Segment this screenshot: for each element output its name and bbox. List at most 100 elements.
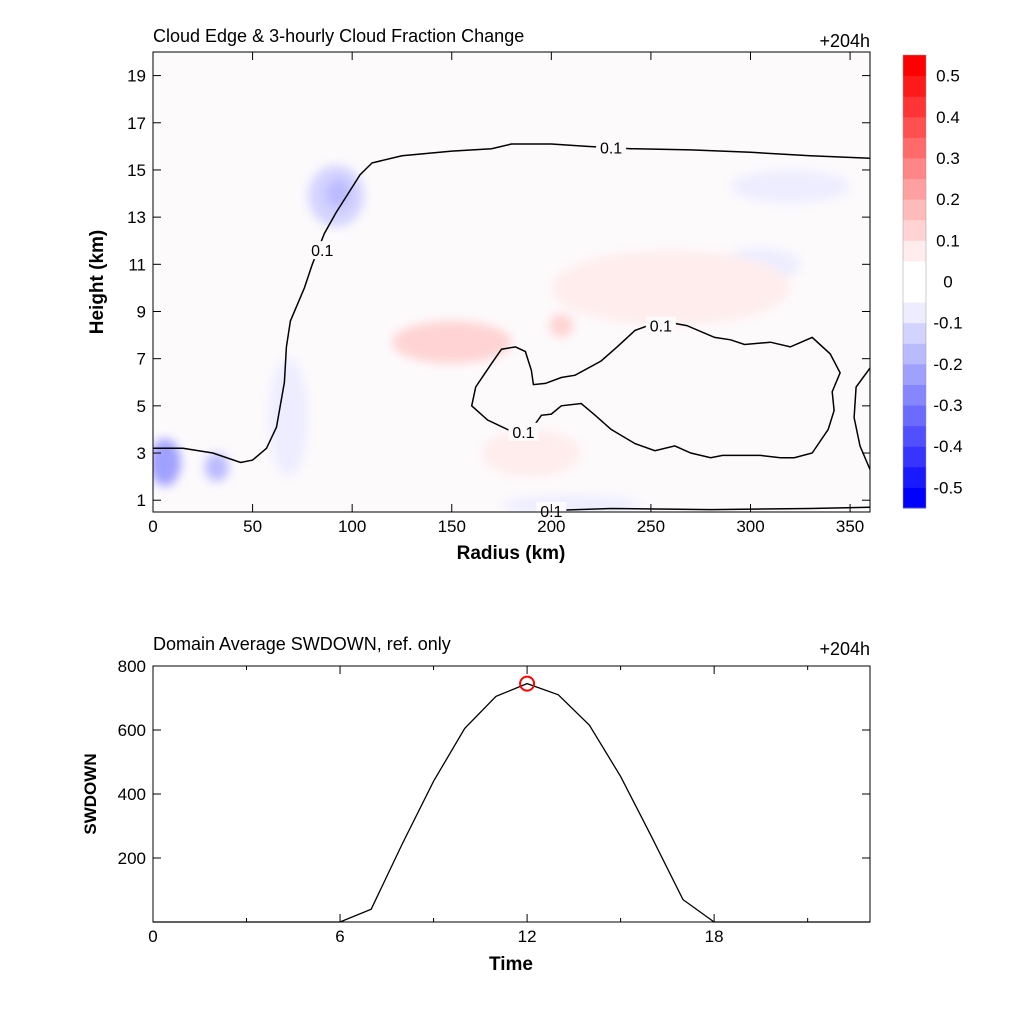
field-patch [730,169,851,203]
colorbar-label: -0.2 [933,355,962,374]
colorbar-label: 0.2 [936,190,960,209]
colorbar-swatch [903,96,926,118]
x-tick-label: 6 [335,927,344,946]
y-tick-label: 3 [137,444,146,463]
swdown-line [153,682,870,923]
cloud-fraction-field [153,165,851,512]
x-tick-label: 0 [148,927,157,946]
y-tick-label: 400 [118,785,146,804]
x-tick-label: 350 [836,517,864,536]
y-tick-label: 7 [137,350,146,369]
field-patch [481,429,582,477]
colorbar-swatch [903,466,926,488]
colorbar-label: -0.5 [933,478,962,497]
colorbar-label: 0.5 [936,67,960,86]
y-tick-label: 200 [118,849,146,868]
top-y-axis-label: Height (km) [87,230,108,335]
swdown-panel: Domain Average SWDOWN, ref. only +204h 0… [81,634,871,975]
y-tick-label: 13 [127,208,146,227]
contour-line [853,367,870,470]
x-tick-label: 150 [438,517,466,536]
y-tick-label: 19 [127,67,146,86]
contour-label-text: 0.1 [650,319,672,336]
field-patch [392,320,512,364]
colorbar-label: 0.4 [936,108,960,127]
colorbar-swatch [903,405,926,427]
contour-label: 0.1 [596,138,627,158]
contour-label-text: 0.1 [512,425,534,442]
field-patch [549,313,574,338]
x-tick-label: 200 [537,517,565,536]
contour-line [470,320,841,459]
contour-label-text: 0.1 [600,141,622,158]
contour-labels: 0.10.10.10.10.1 [307,138,676,521]
bottom-time-label: +204h [819,639,870,659]
x-tick-label: 12 [518,927,537,946]
y-tick-label: 5 [137,397,146,416]
bottom-x-axis-label: Time [489,954,533,975]
colorbar-label: 0 [943,273,952,292]
y-tick-label: 800 [118,657,146,676]
y-tick-label: 11 [128,255,146,274]
bottom-axis-ticks: 0 6 12 18 200 400 600 800 [118,657,870,946]
contour-label: 0.1 [307,241,338,260]
y-tick-label: 17 [127,114,146,133]
bottom-chart-title: Domain Average SWDOWN, ref. only [153,634,451,654]
field-patch [268,358,309,477]
bottom-plot-frame [152,665,871,923]
colorbar-label: -0.3 [933,396,962,415]
colorbar-swatch [903,425,926,447]
contour-line [543,506,870,512]
colorbar-swatch [903,363,926,385]
colorbar-label: -0.1 [933,314,962,333]
colorbar-swatch [903,55,926,77]
colorbar-swatch [903,219,926,241]
top-x-axis-label: Radius (km) [457,543,566,564]
colorbar-swatch [903,240,926,262]
colorbar-swatch [903,322,926,344]
top-plot-frame [152,51,871,513]
x-tick-label: 300 [736,517,764,536]
colorbar-swatch [903,157,926,180]
colorbar-swatch [903,199,926,221]
x-tick-label: 250 [637,517,665,536]
colorbar: 0.5 0.4 0.3 0.2 0.1 0 -0.1 -0.2 -0.3 -0.4 -0.5 [902,54,963,509]
field-patch [326,179,351,208]
x-tick-label: 18 [705,927,724,946]
colorbar-swatch [903,260,926,303]
field-patch [153,438,181,487]
colorbar-swatch [903,384,926,406]
field-patch [204,453,229,482]
colorbar-frame [902,54,927,509]
x-tick-label: 50 [243,517,262,536]
colorbar-swatch [903,137,926,159]
colorbar-swatch [903,75,926,97]
contour-label: 0.1 [645,316,676,336]
y-tick-label: 1 [137,491,146,510]
y-tick-label: 600 [118,721,146,740]
colorbar-swatch [903,446,926,468]
y-tick-label: 15 [127,161,146,180]
cloud-fraction-panel: Cloud Edge & 3-hourly Cloud Fraction Cha… [87,26,963,564]
colorbar-swatch [903,487,926,509]
colorbar-swatch [903,116,926,138]
swdown-series [153,675,870,923]
colorbar-swatch [903,302,926,324]
x-tick-label: 100 [338,517,366,536]
colorbar-label: 0.1 [936,231,960,250]
top-chart-title: Cloud Edge & 3-hourly Cloud Fraction Cha… [153,26,524,46]
current-time-marker [519,675,536,692]
field-patch [551,250,791,326]
contour-label-text: 0.1 [311,243,333,260]
contour-label: 0.1 [508,422,539,442]
x-tick-label: 0 [148,517,157,536]
top-time-label: +204h [819,31,870,51]
colorbar-swatch [903,343,926,365]
y-tick-label: 9 [137,302,146,321]
bottom-y-axis-label: SWDOWN [81,753,100,834]
colorbar-label: -0.4 [933,437,962,456]
colorbar-label: 0.3 [936,149,960,168]
colorbar-swatch [903,178,926,200]
